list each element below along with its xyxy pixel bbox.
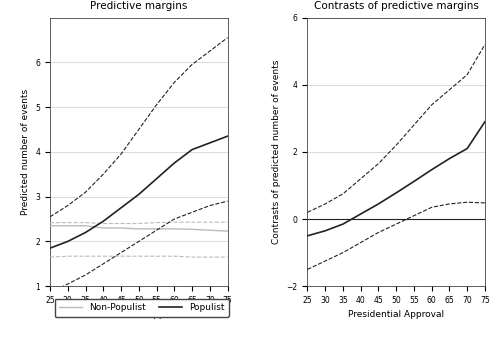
Title: Contrasts of predictive margins: Contrasts of predictive margins bbox=[314, 1, 478, 11]
X-axis label: Presidential Approval: Presidential Approval bbox=[348, 310, 444, 320]
Y-axis label: Contrasts of predicted number of events: Contrasts of predicted number of events bbox=[272, 60, 281, 244]
Title: Predictive margins: Predictive margins bbox=[90, 1, 188, 11]
Legend: Non-Populist, Populist: Non-Populist, Populist bbox=[54, 299, 229, 317]
X-axis label: Presidential Approval: Presidential Approval bbox=[90, 310, 187, 320]
Y-axis label: Predicted number of events: Predicted number of events bbox=[21, 89, 30, 215]
